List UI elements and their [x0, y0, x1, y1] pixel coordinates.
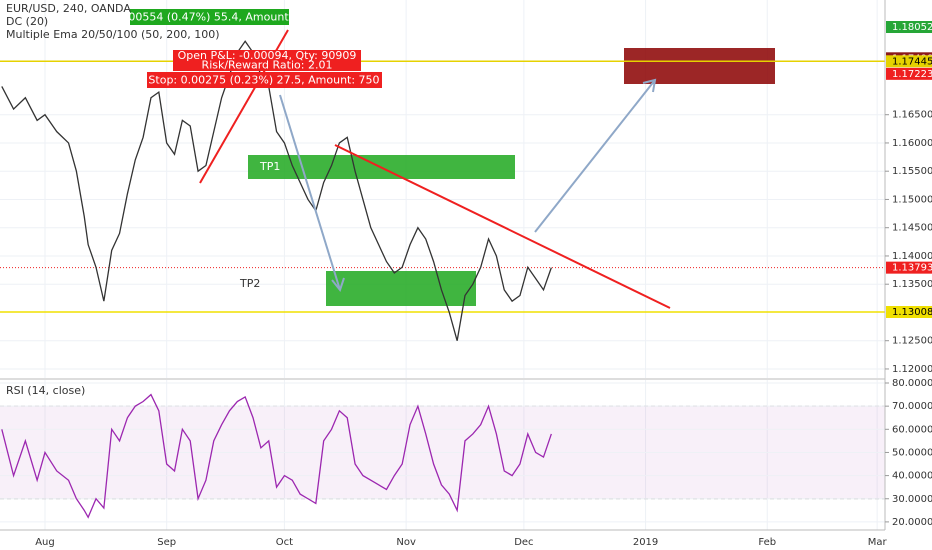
y-tick-label: 1.14500 [892, 223, 932, 234]
arrow [534, 79, 656, 233]
indicator-label: DC (20) [6, 15, 48, 28]
target-zone [624, 48, 775, 84]
y-tick-label: 50.0000 [892, 447, 932, 458]
price-label: 1.13008 [892, 307, 932, 318]
y-tick-label: 1.14000 [892, 251, 932, 262]
x-tick-label: Oct [276, 537, 293, 548]
pnl-box [173, 50, 361, 71]
price-series [0, 40, 885, 519]
price-label-box [886, 67, 932, 80]
ratio-label: Risk/Reward Ratio: 2.01 [202, 59, 333, 72]
price-label-box [886, 55, 932, 68]
y-tick-label: 70.0000 [892, 401, 932, 412]
x-tick-label: Sep [157, 537, 176, 548]
price-label: 1.17445 [892, 56, 932, 67]
tp1-label: TP1 [259, 160, 280, 173]
y-tick-label: 1.12500 [892, 336, 932, 347]
grid [0, 0, 885, 530]
arrow-head [642, 78, 657, 93]
series-line [1, 393, 552, 519]
tp2-label: TP2 [239, 277, 260, 290]
y-tick-label: 30.0000 [892, 494, 932, 505]
trend-line [334, 144, 671, 309]
stop-box [147, 72, 382, 88]
y-tick-label: 1.15500 [892, 166, 932, 177]
price-label: 1.13793 [892, 263, 932, 274]
y-tick-label: 60.0000 [892, 424, 932, 435]
x-tick-label: Nov [396, 537, 416, 548]
pnl-label: Open P&L: -0.00094, Qty: 90909 [178, 49, 357, 62]
target-box [130, 9, 289, 25]
x-tick-label: Feb [758, 537, 776, 548]
x-tick-label: 2019 [633, 537, 658, 548]
price-label-box [886, 21, 932, 34]
y-tick-label: 1.16500 [892, 110, 932, 121]
y-tick-label: 80.0000 [892, 378, 932, 389]
axes: Aug Sep Oct Nov Dec 2019 Feb Mar 1.12000 1.12500 1… [35, 21, 932, 548]
series-line [1, 40, 552, 341]
rsi-title: RSI (14, close) [6, 384, 85, 397]
arrow-head [331, 277, 345, 293]
x-tick-label: Dec [514, 537, 533, 548]
y-tick-label: 1.15000 [892, 194, 932, 205]
y-tick-label: 1.12000 [892, 364, 932, 375]
x-tick-label: Aug [35, 537, 55, 548]
price-label: 1.17223 [892, 69, 932, 80]
indicator-label: Multiple Ema 20/50/100 (50, 200, 100) [6, 28, 220, 41]
y-tick-label: 1.13500 [892, 279, 932, 290]
arrow [279, 94, 341, 291]
y-tick-label: 1.16000 [892, 138, 932, 149]
y-tick-label: 40.0000 [892, 471, 932, 482]
price-label-box [886, 261, 932, 274]
price-label: 1.18052 [892, 22, 932, 33]
tp2-zone [326, 271, 476, 306]
target-label: Target: 0.00554 (0.47%) 55.4, Amount: 15… [76, 11, 342, 24]
price-label-box [886, 306, 932, 319]
stop-label: Stop: 0.00275 (0.23%) 27.5, Amount: 750 [148, 74, 379, 87]
y-tick-label: 20.0000 [892, 517, 932, 528]
symbol-title: EUR/USD, 240, OANDA [6, 2, 131, 15]
x-tick-label: Mar [868, 537, 888, 548]
